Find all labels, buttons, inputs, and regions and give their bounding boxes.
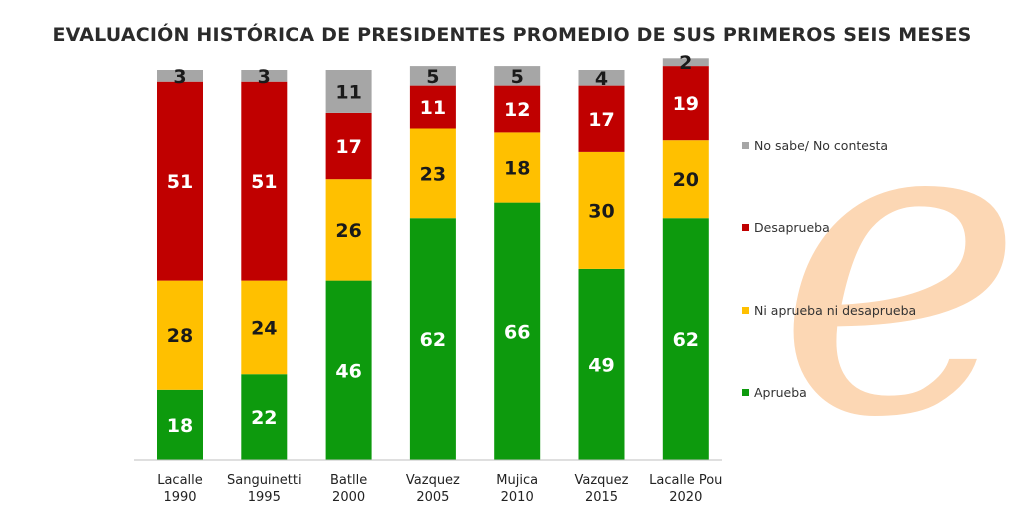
bar-segment bbox=[578, 268, 625, 460]
bar-segment bbox=[662, 218, 709, 460]
bar-segment bbox=[241, 70, 288, 82]
data-label: 23 bbox=[420, 163, 446, 185]
legend-swatch bbox=[742, 142, 749, 149]
bar-segment bbox=[494, 85, 541, 133]
data-label: 49 bbox=[588, 354, 614, 376]
bar-segment bbox=[325, 280, 372, 460]
data-label: 18 bbox=[504, 158, 530, 180]
bar-segment bbox=[409, 128, 456, 219]
bar-segment bbox=[241, 374, 288, 460]
legend-swatch bbox=[742, 389, 749, 396]
legend-label: Desaprueba bbox=[754, 220, 830, 235]
data-label: 24 bbox=[251, 317, 277, 339]
bar-segment bbox=[325, 112, 372, 180]
data-label: 26 bbox=[335, 220, 361, 242]
category-label: 1990 bbox=[163, 490, 196, 505]
bar-segment bbox=[409, 218, 456, 460]
bar-segment bbox=[494, 202, 541, 460]
bar-segment bbox=[157, 70, 203, 82]
data-label: 5 bbox=[426, 66, 439, 88]
category-label: Lacalle Pou bbox=[649, 473, 722, 488]
watermark-logo: e bbox=[776, 21, 1024, 510]
data-label: 19 bbox=[673, 93, 699, 115]
legend-label: Aprueba bbox=[754, 385, 807, 400]
data-label: 20 bbox=[673, 169, 699, 191]
legend-label: Ni aprueba ni desaprueba bbox=[754, 303, 916, 318]
data-label: 11 bbox=[335, 81, 361, 103]
data-label: 5 bbox=[511, 66, 524, 88]
watermark-glyph: e bbox=[776, 21, 1024, 510]
bar-segment bbox=[662, 58, 709, 67]
category-label: 2010 bbox=[501, 490, 534, 505]
bar-segment bbox=[157, 81, 203, 281]
data-label: 17 bbox=[588, 109, 614, 131]
category-label: Mujica bbox=[496, 473, 538, 488]
data-label: 62 bbox=[673, 329, 699, 351]
data-label: 28 bbox=[167, 325, 193, 347]
data-label: 51 bbox=[167, 171, 193, 193]
bar-segment bbox=[241, 81, 288, 281]
data-label: 3 bbox=[173, 66, 186, 88]
data-label: 22 bbox=[251, 407, 277, 429]
data-label: 2 bbox=[679, 52, 692, 74]
category-label: 2015 bbox=[585, 490, 618, 505]
bars-group: 1828513222451346261711622311566181254930… bbox=[157, 52, 709, 460]
legend-swatch bbox=[742, 224, 749, 231]
category-label: Vazquez bbox=[406, 473, 460, 488]
bar-segment bbox=[409, 66, 456, 86]
bar-segment bbox=[494, 132, 541, 203]
bar-segment bbox=[662, 66, 709, 141]
data-label: 3 bbox=[258, 66, 271, 88]
bar-segment bbox=[578, 151, 625, 269]
category-label: 2020 bbox=[669, 490, 702, 505]
data-label: 62 bbox=[420, 329, 446, 351]
bar-segment bbox=[578, 70, 625, 86]
data-label: 66 bbox=[504, 321, 530, 343]
data-label: 51 bbox=[251, 171, 277, 193]
category-labels: Lacalle 1990 Sanguinetti 1995 Batlle 2000 Vazq… bbox=[157, 473, 722, 505]
legend-swatch bbox=[742, 307, 749, 314]
bar-segment bbox=[662, 140, 709, 219]
legend-label: No sabe/ No contesta bbox=[754, 138, 888, 153]
data-label: 4 bbox=[595, 68, 608, 90]
category-label: 2000 bbox=[332, 490, 365, 505]
chart-title: EVALUACIÓN HISTÓRICA DE PRESIDENTES PROM… bbox=[52, 24, 972, 46]
category-label: 1995 bbox=[248, 490, 281, 505]
category-label: Vazquez bbox=[575, 473, 629, 488]
category-label: Sanguinetti bbox=[227, 473, 302, 488]
bar-segment bbox=[157, 280, 203, 390]
data-label: 18 bbox=[167, 415, 193, 437]
bar-segment bbox=[494, 66, 541, 86]
data-label: 12 bbox=[504, 99, 530, 121]
bar-segment bbox=[578, 85, 625, 152]
legend: No sabe/ No contesta Desaprueba Ni aprueba… bbox=[742, 138, 916, 400]
data-label: 11 bbox=[420, 97, 446, 119]
category-label: Lacalle bbox=[157, 473, 203, 488]
category-label: 2005 bbox=[416, 490, 449, 505]
bar-segment bbox=[241, 280, 288, 375]
category-label: Batlle bbox=[330, 473, 367, 488]
data-label: 30 bbox=[588, 200, 614, 222]
data-label: 46 bbox=[335, 360, 361, 382]
bar-segment bbox=[157, 389, 203, 460]
data-label: 17 bbox=[335, 136, 361, 158]
bar-segment bbox=[325, 179, 372, 281]
bar-segment bbox=[325, 70, 372, 113]
bar-segment bbox=[409, 85, 456, 129]
